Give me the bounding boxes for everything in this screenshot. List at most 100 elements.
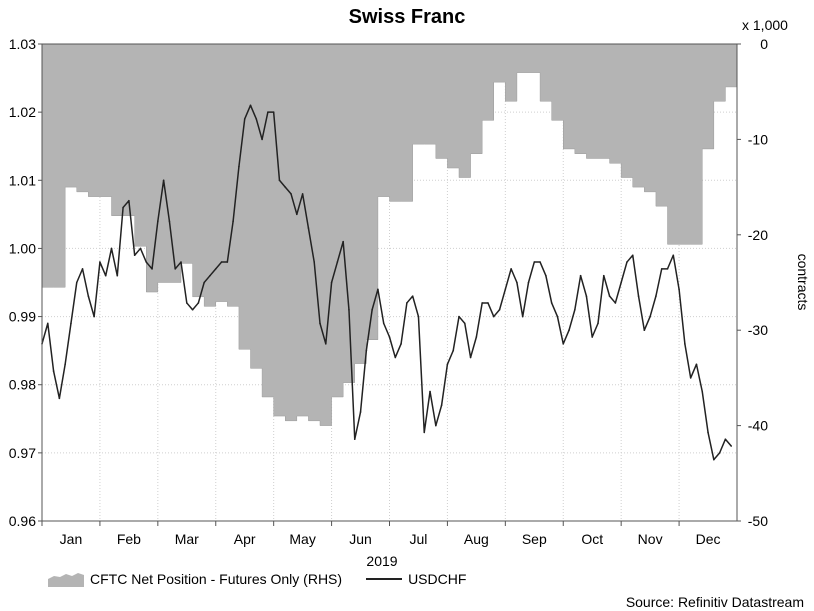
right-tick-label: -50 bbox=[748, 513, 768, 529]
usdchf-point bbox=[99, 261, 101, 263]
usdchf-point bbox=[122, 206, 124, 209]
usdchf-point bbox=[377, 288, 379, 291]
usdchf-point bbox=[382, 322, 385, 325]
usdchf-point bbox=[608, 295, 611, 297]
usdchf-point bbox=[301, 193, 304, 195]
usdchf-point bbox=[689, 377, 692, 379]
usdchf-point bbox=[463, 322, 466, 325]
usdchf-point bbox=[591, 336, 594, 338]
usdchf-point bbox=[180, 261, 182, 263]
usdchf-point bbox=[707, 431, 709, 434]
usdchf-point bbox=[411, 295, 414, 297]
usdchf-point bbox=[533, 261, 536, 263]
usdchf-point bbox=[64, 363, 66, 366]
usdchf-point bbox=[400, 343, 402, 345]
usdchf-point bbox=[116, 274, 119, 277]
month-tick-label: Jun bbox=[349, 531, 372, 547]
left-tick-label: 0.97 bbox=[9, 445, 36, 461]
usdchf-point bbox=[313, 261, 316, 263]
usdchf-point bbox=[261, 138, 263, 141]
usdchf-point bbox=[174, 268, 177, 270]
usdchf-point bbox=[133, 254, 136, 257]
usdchf-point bbox=[469, 356, 472, 359]
usdchf-point bbox=[278, 179, 281, 182]
usdchf-point bbox=[695, 363, 698, 366]
usdchf-point bbox=[342, 240, 344, 243]
usdchf-point bbox=[272, 111, 275, 113]
usdchf-point bbox=[556, 315, 559, 318]
usdchf-point bbox=[452, 349, 455, 352]
usdchf-point bbox=[324, 343, 327, 345]
usdchf-point bbox=[510, 268, 512, 270]
usdchf-point bbox=[539, 261, 541, 263]
month-tick-label: May bbox=[289, 531, 315, 547]
usdchf-point bbox=[527, 281, 530, 284]
usdchf-point bbox=[70, 322, 72, 325]
usdchf-point bbox=[307, 227, 310, 229]
usdchf-point bbox=[568, 329, 570, 332]
left-tick-label: 1.00 bbox=[9, 240, 36, 256]
usdchf-point bbox=[185, 302, 188, 304]
usdchf-point bbox=[203, 281, 205, 284]
usdchf-point bbox=[348, 308, 350, 311]
right-tick-label: -40 bbox=[748, 418, 768, 434]
usdchf-point bbox=[388, 336, 391, 338]
right-tick-label: -10 bbox=[748, 131, 768, 147]
usdchf-point bbox=[417, 315, 420, 318]
usdchf-point bbox=[545, 274, 547, 277]
usdchf-point bbox=[290, 193, 292, 195]
usdchf-point bbox=[672, 254, 675, 257]
usdchf-point bbox=[209, 274, 211, 277]
left-tick-label: 1.02 bbox=[9, 104, 36, 120]
usdchf-point bbox=[516, 281, 518, 284]
left-tick-label: 1.01 bbox=[9, 172, 36, 188]
source-note: Source: Refinitiv Datastream bbox=[625, 594, 804, 610]
usdchf-point bbox=[406, 302, 408, 304]
month-tick-label: Jul bbox=[410, 531, 428, 547]
usdchf-point bbox=[359, 411, 362, 413]
usdchf-point bbox=[585, 295, 588, 297]
line-layer bbox=[41, 104, 733, 461]
usdchf-point bbox=[684, 343, 686, 345]
left-tick-label: 0.98 bbox=[9, 377, 36, 393]
usdchf-point bbox=[191, 308, 194, 311]
usdchf-point bbox=[296, 213, 298, 216]
usdchf-point bbox=[151, 268, 153, 270]
usdchf-point bbox=[87, 295, 90, 297]
usdchf-point bbox=[157, 220, 159, 222]
usdchf-point bbox=[319, 322, 321, 325]
usdchf-point bbox=[550, 302, 553, 304]
month-tick-label: Feb bbox=[117, 531, 141, 547]
month-tick-label: Oct bbox=[581, 531, 603, 547]
right-tick-label: -20 bbox=[748, 227, 768, 243]
usdchf-point bbox=[730, 445, 733, 447]
usdchf-point bbox=[718, 452, 721, 454]
month-tick-label: Mar bbox=[175, 531, 199, 547]
usdchf-point bbox=[626, 261, 628, 263]
usdchf-point bbox=[660, 268, 663, 270]
usdchf-point bbox=[353, 438, 356, 441]
usdchf-point bbox=[614, 302, 617, 304]
usdchf-point bbox=[724, 438, 727, 441]
usdchf-point bbox=[579, 274, 582, 277]
usdchf-point bbox=[81, 268, 84, 270]
usdchf-point bbox=[394, 356, 397, 359]
usdchf-point bbox=[145, 261, 148, 263]
right-tick-label: -30 bbox=[748, 322, 768, 338]
usdchf-point bbox=[220, 261, 223, 263]
cftc-area-series bbox=[41, 43, 738, 426]
month-tick-label: Aug bbox=[464, 531, 489, 547]
axis-layer: 0.96 0.97 0.98 0.99 1.00 1.01 1.02 1.03 0 -10 -20 -… bbox=[9, 36, 768, 547]
month-tick-label: Apr bbox=[234, 531, 256, 547]
usdchf-point bbox=[336, 261, 339, 263]
usdchf-point bbox=[492, 315, 495, 318]
usdchf-point bbox=[481, 302, 483, 304]
x-axis-label: 2019 bbox=[366, 553, 397, 569]
right-tick-label: 0 bbox=[760, 36, 768, 52]
usdchf-point bbox=[713, 458, 715, 461]
usdchf-point bbox=[75, 281, 78, 284]
area-layer bbox=[41, 43, 738, 426]
usdchf-point bbox=[504, 288, 507, 291]
left-tick-label: 0.96 bbox=[9, 513, 36, 529]
